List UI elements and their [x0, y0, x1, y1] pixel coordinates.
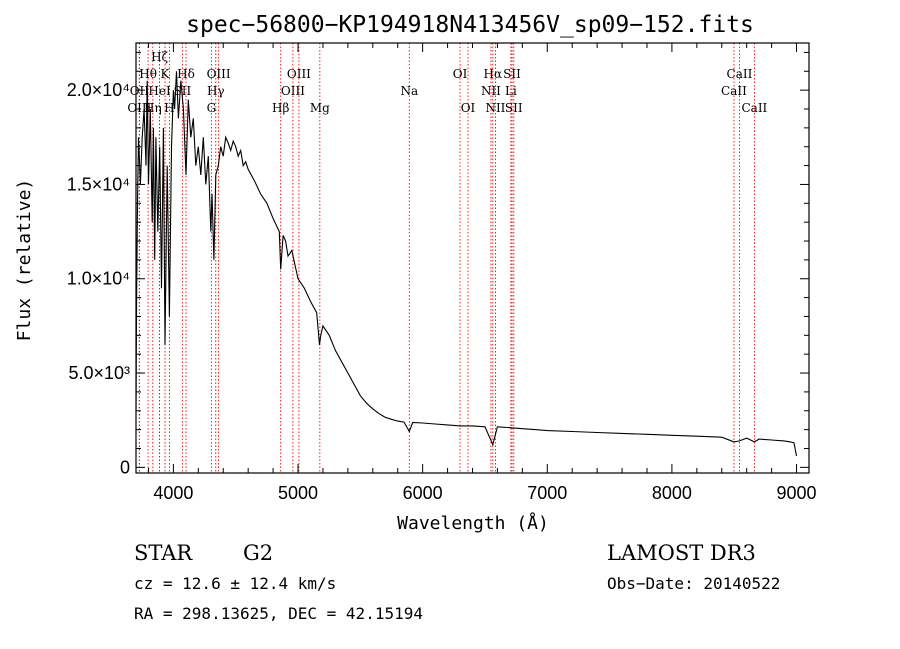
redshift-velocity: cz = 12.6 ± 12.4 km/s: [134, 574, 336, 593]
y-tick-label: 1.5×10⁴: [67, 174, 130, 194]
x-tick-label: 7000: [527, 483, 567, 503]
x-axis: 4000 5000 6000 7000 8000 9000: [147, 43, 817, 503]
spectral-line-label: OIII: [127, 101, 151, 115]
spectral-line-label: OIII: [281, 84, 305, 98]
spectral-line-label: H: [164, 101, 174, 115]
spectral-line-label: Hδ: [177, 67, 195, 81]
spectral-line-label: CaII: [727, 67, 753, 81]
y-tick-label: 5.0×10³: [68, 363, 130, 383]
spectral-line-label: OIII: [207, 67, 231, 81]
spectral-line-label: Hβ: [272, 101, 289, 115]
x-tick-label: 8000: [652, 483, 692, 503]
spectral-line-label: Hη: [144, 101, 162, 115]
spectral-line-markers: [138, 43, 755, 473]
spectral-line-label: SII: [503, 67, 521, 81]
object-class: STAR: [134, 541, 193, 565]
x-tick-label: 5000: [278, 483, 318, 503]
spectral-line-label: NII: [481, 84, 501, 98]
spectral-line-label: K: [161, 67, 171, 81]
spectrum-series-line: [135, 71, 798, 457]
spectral-line-label: Na: [400, 84, 418, 98]
spectral-line-label: G: [207, 101, 217, 115]
spectral-line-label: Hγ: [207, 84, 225, 98]
spectral-line-label: CaII: [741, 101, 767, 115]
object-subclass: G2: [243, 541, 273, 565]
y-tick-label: 2.0×10⁴: [67, 80, 130, 100]
observation-date: Obs−Date: 20140522: [607, 574, 780, 593]
x-axis-label: Wavelength (Å): [397, 512, 549, 534]
spectral-line-label: Hα: [484, 67, 503, 81]
spectral-line-label: OI: [453, 67, 468, 81]
y-tick-label: 0: [120, 457, 130, 477]
x-tick-label: 4000: [153, 483, 193, 503]
spectral-line-label: Mg: [310, 101, 330, 115]
x-tick-label: 9000: [777, 483, 817, 503]
survey-name: LAMOST DR3: [607, 541, 756, 565]
spectral-line-label: SII: [174, 84, 192, 98]
chart-title: spec−56800−KP194918N413456V_sp09−152.fit…: [186, 12, 754, 38]
spectral-line-label: OI: [461, 101, 476, 115]
spectral-line-label: OIII: [287, 67, 311, 81]
spectral-line-label: Hζ: [151, 50, 168, 64]
coordinates: RA = 298.13625, DEC = 42.15194: [134, 604, 423, 623]
spectral-line-label: SII: [505, 101, 523, 115]
spectral-line-label: NII: [485, 101, 505, 115]
x-tick-label: 6000: [403, 483, 443, 503]
spectral-line-label: CaII: [721, 84, 747, 98]
spectral-line-label: Hθ: [139, 67, 157, 81]
y-axis-label: Flux (relative): [14, 179, 35, 342]
y-axis: 0 5.0×10³ 1.0×10⁴ 1.5×10⁴ 2.0×10⁴: [67, 51, 809, 477]
spectral-line-label: OII: [130, 84, 150, 98]
spectral-line-label: HeI: [148, 84, 171, 98]
spectral-line-label: Li: [505, 84, 517, 98]
y-tick-label: 1.0×10⁴: [67, 269, 130, 289]
